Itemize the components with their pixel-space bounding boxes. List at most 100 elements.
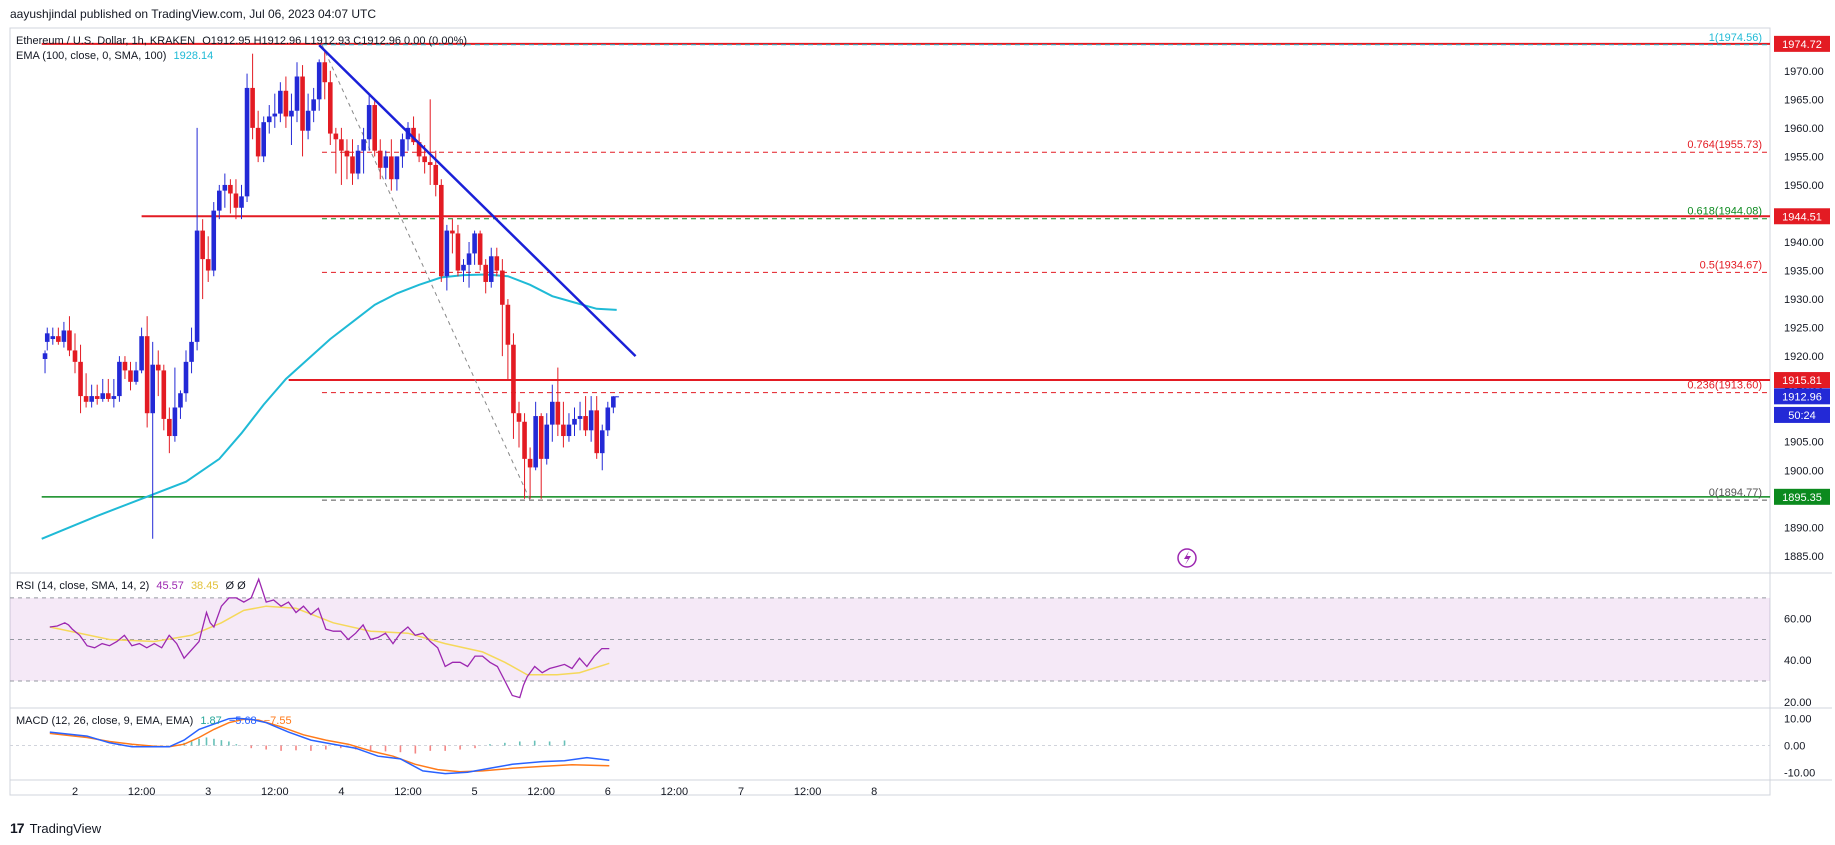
candle-body: [222, 184, 228, 191]
candle: [222, 173, 228, 208]
candle: [311, 87, 316, 123]
candle: [316, 59, 322, 111]
price-legend: Ethereum / U.S. Dollar, 1h, KRAKEN O1912…: [16, 35, 471, 47]
price-axis-badge-label: 1895.35: [1782, 492, 1822, 504]
price-axis-badge: [1774, 488, 1830, 505]
candle: [117, 356, 122, 402]
candle: [505, 299, 511, 379]
symbol-label[interactable]: Ethereum / U.S. Dollar, 1h, KRAKEN: [16, 35, 196, 47]
candle: [178, 390, 183, 419]
candle: [339, 127, 344, 185]
fib-level-label: 0.764(1955.73): [1687, 139, 1762, 151]
macd-tick-label: -10.00: [1784, 767, 1815, 779]
candle: [377, 139, 383, 180]
ohlc-values: O1912.95 H1912.96 L1912.93 C1912.96 0.00…: [202, 35, 468, 47]
fib-level-label: 1(1974.56): [1709, 32, 1762, 44]
candle: [427, 99, 433, 185]
candle: [544, 413, 550, 465]
macd-legend: MACD (12, 26, close, 9, EMA, EMA) 1.87 −…: [16, 715, 296, 727]
candle-body: [533, 416, 538, 468]
candle-body: [511, 344, 516, 414]
price-tick-label: 1930.00: [1784, 294, 1824, 306]
candle-body: [505, 304, 511, 345]
candle: [344, 139, 350, 180]
candle-body: [44, 333, 50, 342]
candle-body: [416, 142, 422, 157]
candle-body: [305, 110, 311, 131]
candle: [61, 321, 67, 348]
candle-body: [427, 162, 433, 165]
candle-body: [389, 156, 394, 180]
macd-histogram-bar: [325, 745, 327, 750]
candle-body: [611, 396, 616, 408]
candle: [450, 219, 455, 254]
candle-body: [100, 393, 106, 399]
rsi-label[interactable]: RSI (14, close, SMA, 14, 2): [16, 580, 150, 592]
candle-body: [344, 150, 350, 157]
candle: [83, 373, 89, 408]
macd-label[interactable]: MACD (12, 26, close, 9, EMA, EMA): [16, 715, 194, 727]
candle-body: [433, 164, 439, 185]
bearish-trendline: [318, 44, 637, 358]
candle-body: [94, 396, 100, 399]
candle: [483, 259, 488, 294]
candle-body: [488, 256, 494, 282]
candle-body: [228, 184, 233, 194]
lightning-icon-bolt: [1184, 551, 1191, 565]
candle-body: [516, 413, 522, 422]
candle-body: [455, 233, 461, 271]
candle-body: [278, 90, 283, 114]
candle-body: [588, 410, 594, 431]
candle: [94, 384, 100, 405]
candle-body: [466, 253, 472, 265]
candle: [361, 127, 366, 174]
candle: [455, 224, 461, 277]
price-axis-badge-label: 1912.96: [1782, 391, 1822, 403]
candle-body: [494, 256, 500, 271]
candle-body: [328, 82, 333, 134]
macd-histogram-bar: [220, 740, 223, 746]
macd-histogram-bar: [295, 745, 297, 751]
candle-body: [361, 139, 366, 151]
candle-body: [311, 99, 316, 111]
candle-body: [500, 270, 505, 305]
candle-body: [461, 264, 466, 271]
macd-histogram-bar: [444, 745, 446, 751]
candle: [527, 447, 533, 499]
ema-value: 1928.14: [173, 50, 214, 62]
candle-body: [366, 105, 372, 140]
candle-body: [72, 350, 78, 362]
candle-body: [383, 156, 389, 168]
price-tick-label: 1960.00: [1784, 123, 1824, 135]
candle: [494, 247, 500, 277]
macd-hist-value: 1.87: [200, 715, 222, 727]
price-axis-badge: [1774, 35, 1830, 52]
candle-body: [422, 156, 427, 163]
rsi-value: 45.57: [156, 580, 184, 592]
candle-body: [217, 190, 222, 211]
price-axis-badge-label: 50:24: [1788, 410, 1816, 422]
candle-body: [139, 336, 144, 371]
price-axis-badge: [1774, 388, 1830, 405]
price-axis-badge-label: 1915.81: [1782, 375, 1822, 387]
rsi-ma-value: 38.45: [190, 580, 219, 592]
tradingview-footer[interactable]: 17 TradingView: [10, 820, 101, 836]
macd-histogram-bar: [310, 745, 312, 751]
candle-body: [61, 330, 67, 342]
candle: [44, 327, 50, 351]
macd-histogram-bar: [399, 745, 402, 753]
candle-body: [377, 150, 383, 168]
ema-legend: EMA (100, close, 0, SMA, 100) 1928.14: [16, 50, 217, 62]
ema-label[interactable]: EMA (100, close, 0, SMA, 100): [16, 50, 167, 62]
time-tick-label: 4: [338, 786, 344, 798]
macd-signal-value: −7.55: [263, 715, 292, 727]
time-tick-label: 2: [72, 786, 78, 798]
candle: [439, 179, 444, 282]
time-tick-label: 12:00: [394, 786, 422, 798]
candle: [67, 316, 72, 357]
macd-histogram-bar: [339, 745, 342, 749]
candle-body: [50, 336, 56, 340]
macd-histogram-bar: [205, 737, 208, 746]
candle: [228, 179, 233, 214]
